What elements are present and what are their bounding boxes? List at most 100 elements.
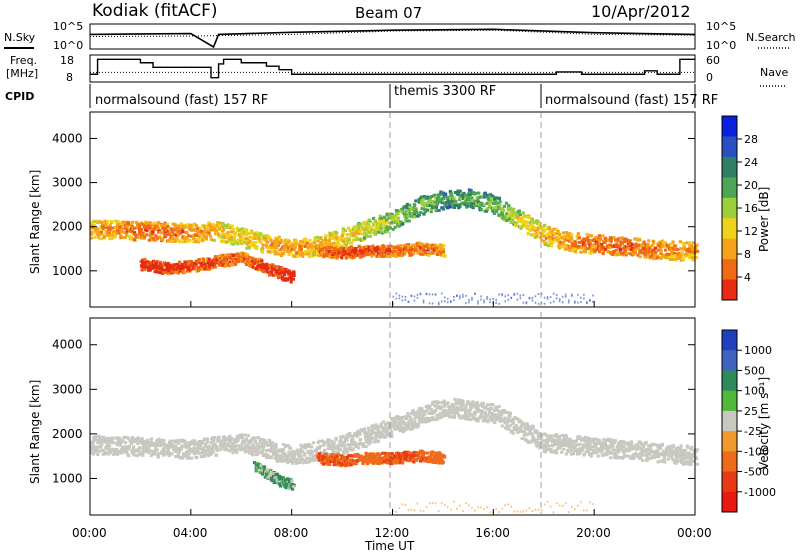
power-cell [340, 248, 344, 252]
power-cell [612, 252, 616, 256]
power-cell [137, 225, 142, 229]
velocity-cell [330, 439, 334, 443]
power-cell [371, 216, 376, 220]
power-cell [301, 242, 305, 246]
power-cell [583, 293, 585, 296]
power-cell [119, 234, 123, 238]
velocity-cell [511, 421, 515, 425]
velocity-cell [243, 438, 248, 442]
power-cell [351, 238, 355, 242]
power-cell [143, 257, 147, 261]
velocity-cell [538, 441, 542, 445]
power-cell [240, 227, 244, 231]
velocity-cell [582, 452, 587, 456]
power-cell [438, 243, 442, 247]
velocity-cell [137, 446, 141, 450]
velocity-cell [106, 452, 111, 456]
power-cell [593, 249, 598, 253]
velocity-cell [248, 451, 252, 455]
velocity-cell [353, 442, 357, 446]
velocity-cell [203, 443, 207, 447]
power-cell [133, 232, 137, 236]
power-cell [628, 252, 632, 256]
velocity-cell [485, 418, 489, 422]
power-cell [356, 251, 361, 255]
velocity-cell [95, 447, 99, 451]
power-cell [451, 201, 455, 205]
power-cell [355, 235, 359, 239]
power-cell [348, 228, 352, 232]
power-cell [393, 252, 398, 256]
power-cell [414, 199, 418, 203]
power-cell [557, 234, 562, 238]
power-cell [295, 254, 299, 258]
power-cell [358, 224, 362, 228]
power-cell [262, 234, 266, 238]
velocity-cell [228, 444, 232, 448]
power-cell [634, 242, 638, 246]
velocity-cell [406, 414, 411, 418]
power-cell [471, 296, 473, 299]
power-cell [359, 246, 363, 250]
power-cell [567, 235, 572, 239]
power-cell [498, 302, 500, 305]
velocity-cell [114, 436, 118, 440]
power-cell [299, 253, 303, 257]
velocity-cell [624, 454, 629, 458]
power-cell [222, 257, 227, 261]
velocity-cell [455, 405, 459, 409]
power-cell [518, 220, 522, 224]
velocity-cell [520, 429, 524, 433]
power-cell [460, 201, 464, 205]
velocity-cell [411, 426, 415, 430]
velocity-cell [362, 429, 366, 433]
power-cell [416, 244, 420, 248]
velocity-cell [206, 446, 210, 450]
power-cell [355, 237, 360, 241]
velocity-cell [342, 442, 346, 446]
power-cell [563, 238, 567, 242]
power-cell [545, 227, 549, 231]
power-cell [195, 237, 199, 241]
power-cell [392, 250, 396, 254]
power-cell [634, 245, 638, 249]
velocity-cell [491, 415, 495, 419]
power-cell [673, 244, 677, 248]
power-cell [172, 270, 176, 274]
power-cell [601, 234, 605, 238]
power-cell [167, 267, 171, 271]
power-cell [589, 248, 593, 252]
power-cell [419, 249, 423, 253]
power-cell [565, 244, 569, 248]
velocity-cell [539, 437, 544, 441]
velocity-cell [357, 429, 361, 433]
power-cell [166, 272, 170, 276]
power-cell [365, 244, 369, 248]
power-cell [585, 238, 589, 242]
velocity-cell [443, 408, 447, 412]
velocity-cell [167, 445, 172, 449]
power-cell [395, 245, 399, 249]
power-cell [232, 235, 237, 239]
velocity-cell [96, 452, 100, 456]
velocity-cell [537, 443, 541, 447]
velocity-cell [120, 448, 124, 452]
power-cell [650, 254, 654, 258]
power-cell [303, 238, 307, 242]
power-cell [408, 212, 412, 216]
velocity-cell [564, 452, 568, 456]
power-cell [202, 233, 206, 237]
power-cell [692, 256, 696, 260]
power-cell [306, 249, 311, 253]
velocity-cell [505, 420, 509, 424]
velocity-cell [621, 448, 625, 452]
velocity-cell [519, 420, 524, 424]
power-cell [221, 221, 225, 225]
power-cell [425, 292, 428, 295]
power-cell [486, 295, 488, 298]
power-cell [512, 222, 516, 226]
power-cell [441, 247, 445, 251]
power-cell [398, 294, 401, 297]
power-cell [612, 236, 616, 240]
velocity-cell [186, 453, 190, 457]
